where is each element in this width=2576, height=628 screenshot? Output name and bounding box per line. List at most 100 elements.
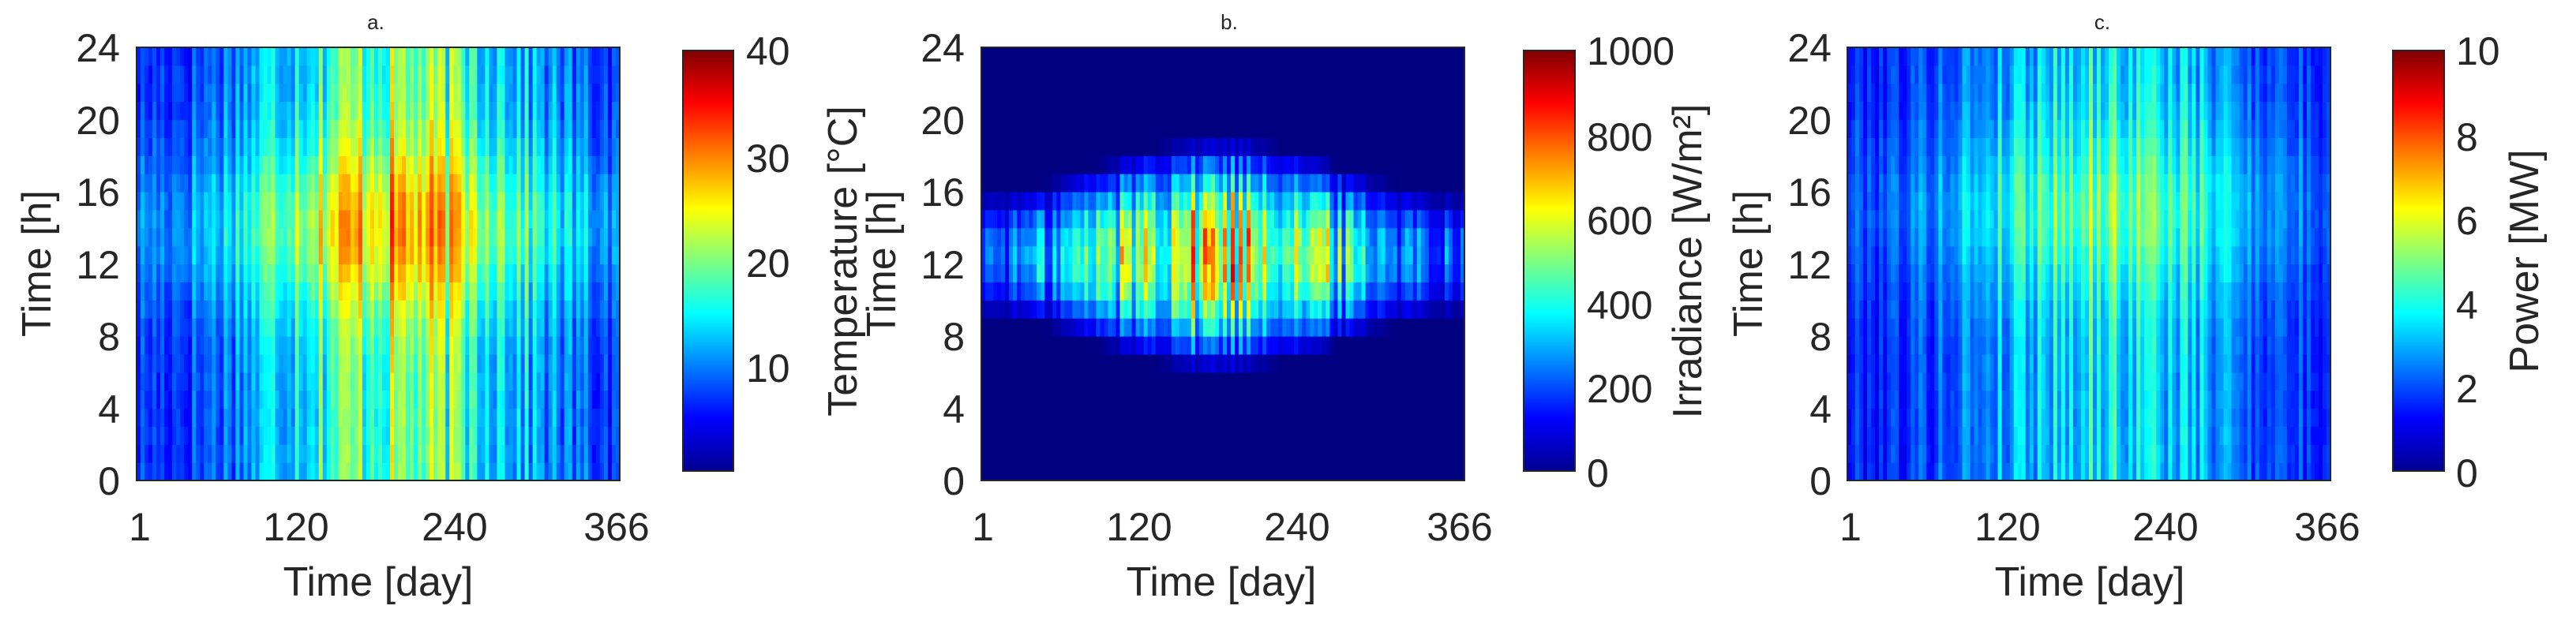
heatmap-cell [611,137,617,156]
heatmap-cell [1218,408,1224,427]
heatmap-cell [599,282,605,301]
heatmap-cell [1017,372,1022,391]
heatmap-cell [152,155,157,174]
heatmap-cell [148,209,153,229]
heatmap-cell [168,444,173,463]
heatmap-cell [1187,227,1192,247]
heatmap-cell [516,192,522,211]
heatmap-cell [314,83,320,103]
heatmap-cell [1147,390,1153,409]
heatmap-cell [1223,245,1228,265]
heatmap-cell [369,444,375,463]
heatmap-cell [1198,101,1204,121]
heatmap-cell [579,390,585,409]
heatmap-cell [259,390,264,409]
heatmap-cell [156,119,161,138]
heatmap-cell [1314,336,1318,355]
heatmap-cell [1274,65,1279,84]
heatmap-cell [504,462,510,481]
heatmap-cell [394,174,399,193]
heatmap-cell [552,390,557,409]
heatmap-cell [477,245,482,265]
heatmap-cell [981,47,986,66]
heatmap-cell [247,408,253,427]
heatmap-cell [1100,336,1105,355]
heatmap-cell [398,174,403,193]
heatmap-cell [382,336,387,355]
heatmap-cell [1270,155,1275,174]
heatmap-cell [148,264,153,282]
heatmap-cell [560,462,565,481]
heatmap-cell [445,209,450,229]
heatmap-cell [985,83,990,103]
heatmap-cell [227,372,232,391]
heatmap-cell [512,426,518,445]
heatmap-cell [579,227,585,247]
heatmap-cell [465,101,470,121]
heatmap-cell [358,336,363,355]
heatmap-cell [603,408,609,427]
heatmap-cell [267,83,272,103]
heatmap-cell [390,264,395,282]
heatmap-cell [1088,372,1093,391]
heatmap-cell [398,47,403,66]
heatmap-cell [579,209,585,229]
heatmap-cell [426,282,430,301]
heatmap-cell [259,426,264,445]
heatmap-cell [1278,318,1283,337]
heatmap-cell [378,47,383,66]
heatmap-cell [548,426,553,445]
heatmap-cell [259,65,264,84]
heatmap-cell [223,282,228,301]
heatmap-cell [489,47,494,66]
heatmap-cell [235,372,241,391]
heatmap-cell [1068,336,1073,355]
heatmap-cell [369,155,375,174]
heatmap-cell [1206,137,1212,156]
heatmap-cell [1092,83,1097,103]
heatmap-cell [1258,444,1263,463]
heatmap-cell [1318,444,1323,463]
heatmap-cell [572,426,577,445]
heatmap-cell [172,209,177,229]
heatmap-cell [1112,318,1117,337]
heatmap-cell [243,426,249,445]
heatmap-cell [1092,318,1097,337]
heatmap-cell [556,209,561,229]
heatmap-cell [298,227,304,247]
heatmap-cell [1282,372,1287,391]
heatmap-cell [433,192,438,211]
heatmap-cell [1270,264,1275,282]
heatmap-cell [386,408,391,427]
heatmap-cell [390,101,395,121]
heatmap-cell [168,192,173,211]
heatmap-cell [362,83,367,103]
heatmap-cell [615,47,621,66]
heatmap-cell [1262,408,1267,427]
heatmap-cell [373,65,379,84]
heatmap-cell [1274,372,1279,391]
heatmap-cell [200,282,204,301]
heatmap-cell [1282,209,1287,229]
heatmap-cell [981,137,986,156]
heatmap-cell [1210,83,1216,103]
heatmap-cell [1151,47,1157,66]
heatmap-cell [1100,282,1105,301]
heatmap-cell [1187,47,1192,66]
heatmap-cell [255,192,261,211]
heatmap-cell [1262,390,1267,409]
heatmap-cell [137,174,141,193]
heatmap-cell [342,390,347,409]
heatmap-cell [406,462,411,481]
heatmap-cell [1056,101,1061,121]
heatmap-cell [172,336,177,355]
heatmap-cell [1247,174,1251,193]
heatmap-cell [223,264,228,282]
heatmap-cell [338,174,343,193]
heatmap-cell [369,372,375,391]
heatmap-cell [508,101,514,121]
heatmap-cell [1033,83,1037,103]
colorbar-gradient [682,50,734,472]
heatmap-cell [481,426,486,445]
heatmap-cell [426,137,430,156]
